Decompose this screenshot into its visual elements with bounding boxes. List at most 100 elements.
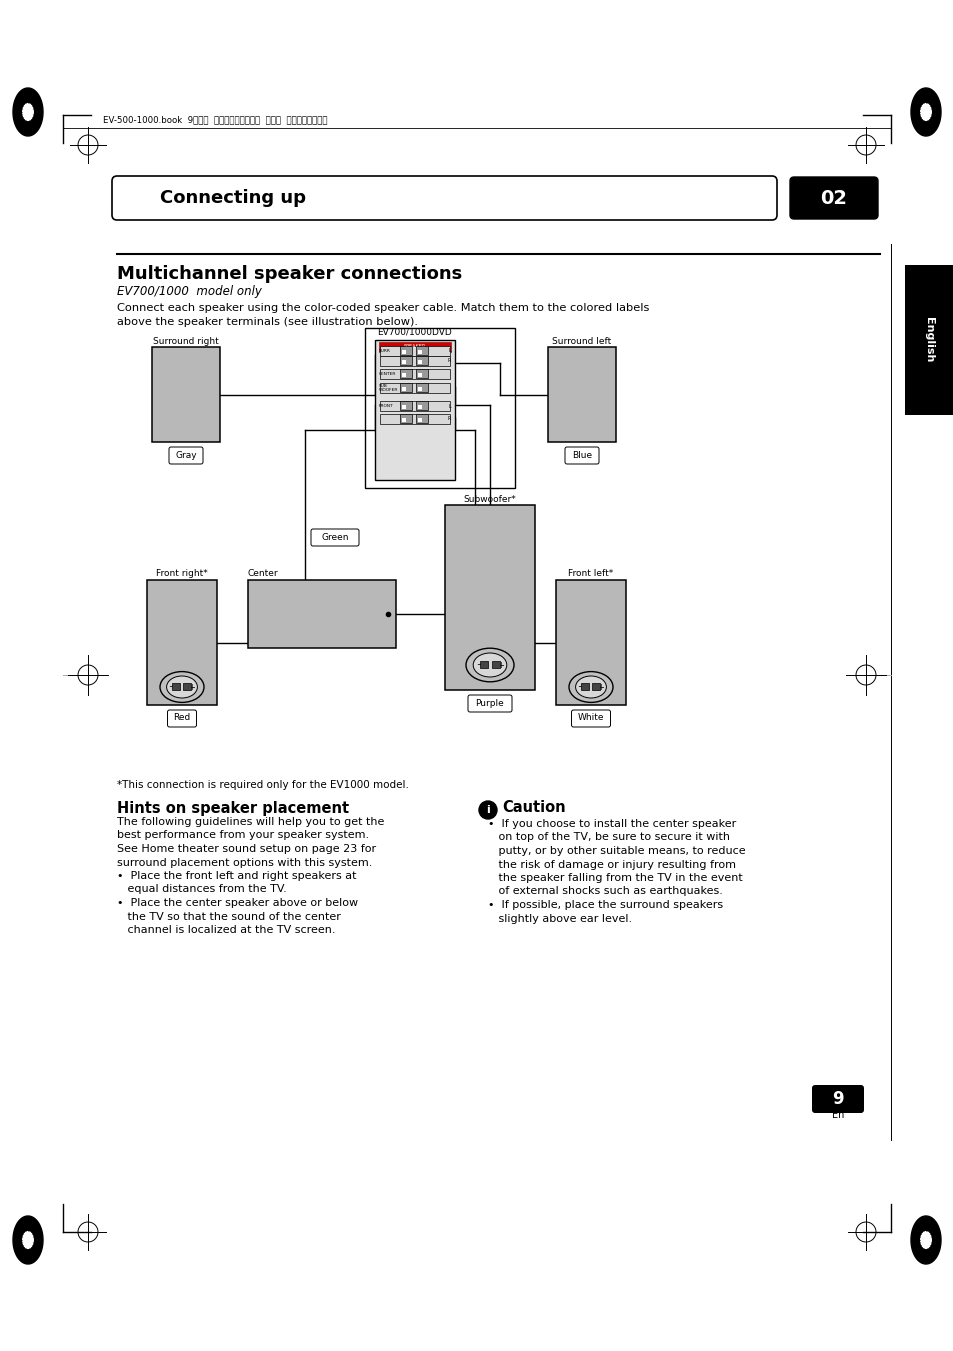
Text: putty, or by other suitable means, to reduce: putty, or by other suitable means, to re… [488, 846, 745, 857]
Text: −: − [169, 682, 175, 692]
Bar [378, 342, 451, 353]
Bar [416, 413, 428, 423]
Text: R: R [447, 358, 451, 363]
Ellipse shape [465, 648, 514, 682]
FancyBboxPatch shape [168, 711, 196, 727]
Circle shape [478, 801, 497, 819]
Text: best performance from your speaker system.: best performance from your speaker syste… [117, 831, 369, 840]
Text: surround placement options with this system.: surround placement options with this sys… [117, 858, 372, 867]
Text: Front left*: Front left* [568, 570, 613, 578]
Ellipse shape [575, 676, 606, 698]
Bar [399, 346, 412, 355]
Bar [416, 357, 428, 365]
Text: The following guidelines will help you to get the: The following guidelines will help you t… [117, 817, 384, 827]
Text: Blue: Blue [572, 450, 592, 459]
Bar [365, 328, 515, 488]
Bar [399, 357, 412, 365]
FancyBboxPatch shape [811, 1085, 863, 1113]
Text: •  If possible, place the surround speakers: • If possible, place the surround speake… [488, 900, 722, 911]
Text: Green: Green [321, 532, 349, 542]
Bar [592, 684, 599, 690]
Bar [379, 401, 450, 411]
Bar [379, 369, 450, 380]
Text: Front right*: Front right* [156, 570, 208, 578]
Bar [183, 684, 192, 690]
Text: •  Place the front left and right speakers at: • Place the front left and right speaker… [117, 871, 356, 881]
Text: •  Place the center speaker above or below: • Place the center speaker above or belo… [117, 898, 357, 908]
Text: English: English [923, 317, 933, 362]
Bar [399, 401, 412, 409]
Text: 9: 9 [831, 1090, 842, 1108]
Text: SUB
WOOFER: SUB WOOFER [378, 384, 398, 392]
Bar [399, 382, 412, 392]
Bar [401, 350, 406, 354]
Bar [416, 369, 428, 378]
Bar [375, 340, 455, 480]
Bar [417, 359, 421, 363]
Polygon shape [910, 88, 940, 136]
Bar [401, 386, 406, 390]
Polygon shape [13, 88, 43, 136]
Bar [416, 401, 428, 409]
Text: channel is localized at the TV screen.: channel is localized at the TV screen. [117, 925, 335, 935]
Text: of external shocks such as earthquakes.: of external shocks such as earthquakes. [488, 886, 722, 897]
Polygon shape [910, 1216, 940, 1265]
Bar [417, 373, 421, 377]
Bar [904, 265, 953, 415]
Text: Surround right: Surround right [153, 336, 218, 346]
Bar [248, 580, 395, 648]
Text: Center: Center [248, 570, 278, 578]
Bar [556, 580, 625, 705]
Bar [401, 359, 406, 363]
Text: Subwoofer*: Subwoofer* [463, 494, 516, 504]
Text: −: − [476, 661, 482, 670]
Text: i: i [486, 805, 489, 815]
Polygon shape [920, 1232, 930, 1248]
Text: SURR: SURR [378, 349, 391, 353]
Text: +: + [597, 682, 603, 692]
Text: L: L [448, 404, 451, 408]
Text: slightly above ear level.: slightly above ear level. [488, 913, 632, 924]
FancyBboxPatch shape [169, 447, 203, 463]
Bar [581, 684, 589, 690]
Polygon shape [13, 1216, 43, 1265]
Bar [417, 405, 421, 409]
Text: •  If you choose to install the center speaker: • If you choose to install the center sp… [488, 819, 736, 830]
FancyBboxPatch shape [112, 176, 776, 220]
Text: the speaker falling from the TV in the event: the speaker falling from the TV in the e… [488, 873, 742, 884]
Text: En: En [831, 1111, 843, 1120]
Bar [417, 417, 421, 422]
Bar [401, 405, 406, 409]
Text: FRONT: FRONT [378, 404, 394, 408]
Text: CENTER: CENTER [378, 372, 395, 376]
Bar [417, 350, 421, 354]
Bar [492, 661, 499, 667]
Bar [147, 580, 216, 705]
Text: *This connection is required only for the EV1000 model.: *This connection is required only for th… [117, 780, 409, 790]
Bar [444, 505, 535, 690]
Text: +: + [497, 661, 504, 670]
Ellipse shape [160, 671, 204, 703]
Text: the risk of damage or injury resulting from: the risk of damage or injury resulting f… [488, 859, 735, 870]
Bar [547, 347, 616, 442]
Bar [399, 369, 412, 378]
Text: Gray: Gray [175, 450, 196, 459]
Text: on top of the TV, be sure to secure it with: on top of the TV, be sure to secure it w… [488, 832, 729, 843]
Bar [401, 417, 406, 422]
FancyBboxPatch shape [564, 447, 598, 463]
Text: Surround left: Surround left [552, 336, 611, 346]
Text: Red: Red [173, 713, 191, 723]
Bar [399, 413, 412, 423]
Text: above the speaker terminals (see illustration below).: above the speaker terminals (see illustr… [117, 317, 417, 327]
Text: EV700/1000DVD: EV700/1000DVD [377, 327, 452, 336]
FancyBboxPatch shape [468, 694, 512, 712]
Bar [379, 413, 450, 424]
Text: Caution: Caution [501, 801, 565, 816]
Polygon shape [23, 104, 33, 120]
Bar [416, 346, 428, 355]
Bar [379, 357, 450, 366]
FancyBboxPatch shape [789, 177, 877, 219]
Text: White: White [578, 713, 603, 723]
Text: Multichannel speaker connections: Multichannel speaker connections [117, 265, 462, 282]
Text: See Home theater sound setup on page 23 for: See Home theater sound setup on page 23 … [117, 844, 375, 854]
